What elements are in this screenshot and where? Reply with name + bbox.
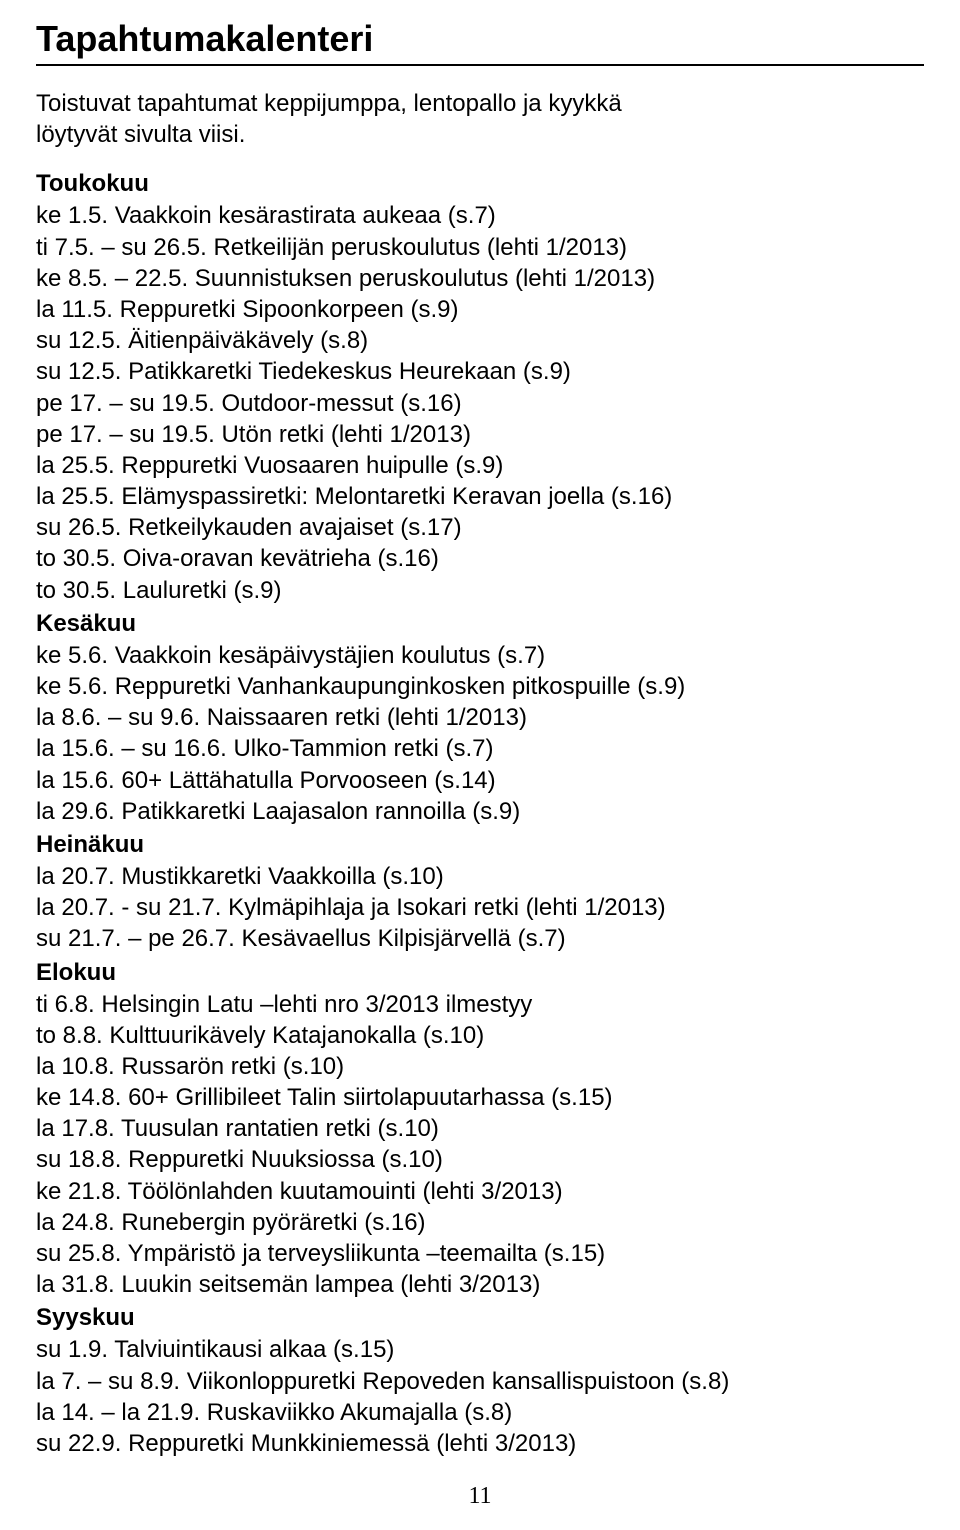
event-line: su 25.8. Ympäristö ja terveysliikunta –t… [36, 1238, 924, 1269]
event-line: ke 21.8. Töölönlahden kuutamouinti (leht… [36, 1176, 924, 1207]
event-line: la 31.8. Luukin seitsemän lampea (lehti … [36, 1269, 924, 1300]
event-line: pe 17. – su 19.5. Utön retki (lehti 1/20… [36, 419, 924, 450]
event-line: ti 7.5. – su 26.5. Retkeilijän peruskoul… [36, 232, 924, 263]
page-title: Tapahtumakalenteri [36, 18, 924, 66]
intro-line-1: Toistuvat tapahtumat keppijumppa, lentop… [36, 90, 622, 117]
event-line: la 25.5. Elämyspassiretki: Melontaretki … [36, 481, 924, 512]
month-heading: Elokuu [36, 959, 924, 987]
month-section-syyskuu: Syyskuu su 1.9. Talviuintikausi alkaa (s… [36, 1304, 924, 1459]
event-line: la 15.6. – su 16.6. Ulko-Tammion retki (… [36, 733, 924, 764]
month-section-toukokuu: Toukokuu ke 1.5. Vaakkoin kesärastirata … [36, 170, 924, 605]
event-line: la 20.7. - su 21.7. Kylmäpihlaja ja Isok… [36, 892, 924, 923]
event-line: la 14. – la 21.9. Ruskaviikko Akumajalla… [36, 1397, 924, 1428]
month-heading: Heinäkuu [36, 831, 924, 859]
event-line: la 10.8. Russarön retki (s.10) [36, 1051, 924, 1082]
event-line: to 30.5. Lauluretki (s.9) [36, 575, 924, 606]
month-heading: Syyskuu [36, 1304, 924, 1332]
event-line: su 21.7. – pe 26.7. Kesävaellus Kilpisjä… [36, 923, 924, 954]
event-line: ti 6.8. Helsingin Latu –lehti nro 3/2013… [36, 989, 924, 1020]
event-line: su 26.5. Retkeilykauden avajaiset (s.17) [36, 512, 924, 543]
intro-paragraph: Toistuvat tapahtumat keppijumppa, lentop… [36, 88, 924, 150]
month-section-elokuu: Elokuu ti 6.8. Helsingin Latu –lehti nro… [36, 959, 924, 1301]
event-line: la 11.5. Reppuretki Sipoonkorpeen (s.9) [36, 294, 924, 325]
event-line: su 12.5. Äitienpäiväkävely (s.8) [36, 325, 924, 356]
event-line: la 8.6. – su 9.6. Naissaaren retki (leht… [36, 702, 924, 733]
event-line: to 30.5. Oiva-oravan kevätrieha (s.16) [36, 543, 924, 574]
month-heading: Kesäkuu [36, 610, 924, 638]
event-line: ke 5.6. Vaakkoin kesäpäivystäjien koulut… [36, 640, 924, 671]
month-section-heinakuu: Heinäkuu la 20.7. Mustikkaretki Vaakkoil… [36, 831, 924, 955]
event-line: la 24.8. Runebergin pyöräretki (s.16) [36, 1207, 924, 1238]
event-line: ke 8.5. – 22.5. Suunnistuksen peruskoulu… [36, 263, 924, 294]
intro-line-2: löytyvät sivulta viisi. [36, 121, 245, 148]
month-heading: Toukokuu [36, 170, 924, 198]
event-line: su 22.9. Reppuretki Munkkiniemessä (leht… [36, 1428, 924, 1459]
event-line: ke 14.8. 60+ Grillibileet Talin siirtola… [36, 1082, 924, 1113]
event-line: la 25.5. Reppuretki Vuosaaren huipulle (… [36, 450, 924, 481]
event-line: la 15.6. 60+ Lättähatulla Porvooseen (s.… [36, 765, 924, 796]
event-line: su 1.9. Talviuintikausi alkaa (s.15) [36, 1334, 924, 1365]
event-line: la 17.8. Tuusulan rantatien retki (s.10) [36, 1113, 924, 1144]
event-line: la 20.7. Mustikkaretki Vaakkoilla (s.10) [36, 861, 924, 892]
event-line: ke 5.6. Reppuretki Vanhankaupunginkosken… [36, 671, 924, 702]
event-line: to 8.8. Kulttuurikävely Katajanokalla (s… [36, 1020, 924, 1051]
page-number: 11 [36, 1483, 924, 1510]
event-line: la 29.6. Patikkaretki Laajasalon rannoil… [36, 796, 924, 827]
event-line: ke 1.5. Vaakkoin kesärastirata aukeaa (s… [36, 200, 924, 231]
event-line: pe 17. – su 19.5. Outdoor-messut (s.16) [36, 388, 924, 419]
month-section-kesakuu: Kesäkuu ke 5.6. Vaakkoin kesäpäivystäjie… [36, 610, 924, 827]
event-line: su 18.8. Reppuretki Nuuksiossa (s.10) [36, 1144, 924, 1175]
event-line: la 7. – su 8.9. Viikonloppuretki Repoved… [36, 1366, 924, 1397]
event-line: su 12.5. Patikkaretki Tiedekeskus Heurek… [36, 356, 924, 387]
